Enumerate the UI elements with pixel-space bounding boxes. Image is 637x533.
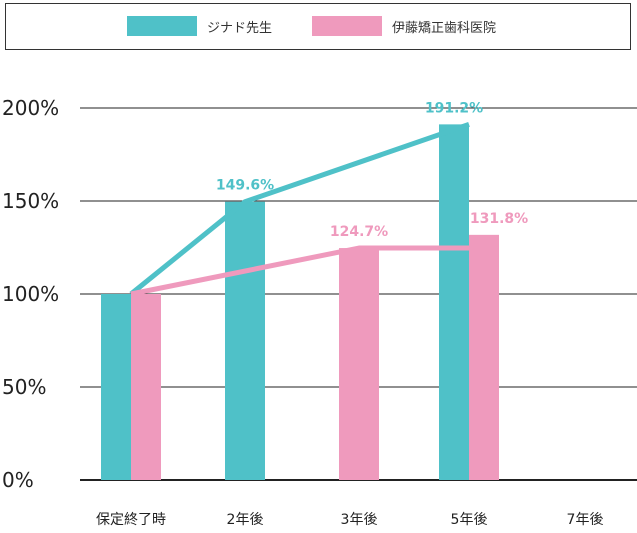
bar-series1-2 [225, 201, 265, 480]
data-label-series2-3: 124.7% [330, 224, 388, 240]
data-label-series2-4: 131.8% [470, 211, 528, 227]
y-tick-label: 0% [2, 468, 34, 492]
trend-line-series1 [129, 122, 470, 296]
x-tick-label: 3年後 [341, 512, 378, 528]
legend-swatch-2 [312, 16, 382, 36]
legend [5, 3, 631, 50]
x-tick-label: 2年後 [227, 512, 264, 528]
legend-label-1: ジナド先生 [207, 21, 272, 36]
bar-series1-4 [439, 124, 469, 481]
y-tick-label: 50% [2, 375, 46, 399]
data-label-series1-2: 149.6% [216, 178, 274, 194]
trend-line-series2 [130, 245, 469, 297]
bar-series1-1 [101, 294, 131, 480]
bar-series2-3 [339, 248, 379, 480]
y-tick-label: 200% [2, 96, 59, 120]
bar-series2-1 [131, 294, 161, 480]
y-tick-label: 100% [2, 282, 59, 306]
y-tick-label: 150% [2, 189, 59, 213]
x-tick-label: 保定終了時 [96, 512, 166, 528]
x-tick-label: 7年後 [567, 512, 604, 528]
data-label-series1-4: 191.2% [425, 100, 483, 116]
legend-label-2: 伊藤矯正歯科医院 [392, 21, 496, 36]
bar-series2-4 [469, 234, 499, 480]
legend-swatch-1 [127, 16, 197, 36]
x-tick-label: 5年後 [451, 512, 488, 528]
